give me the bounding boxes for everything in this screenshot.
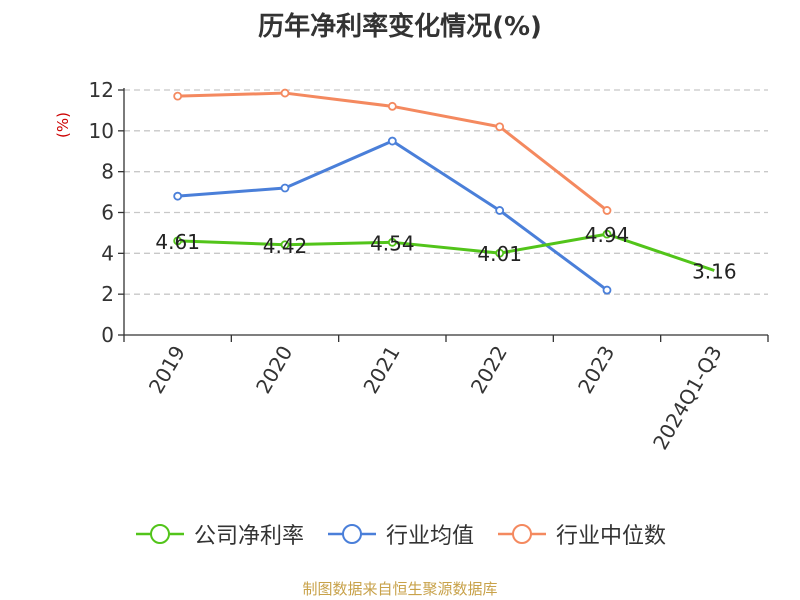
y-tick-label: 6 (101, 201, 114, 225)
y-tick-label: 8 (101, 160, 114, 184)
x-tick-label: 2022 (466, 341, 512, 397)
x-tick-label: 2024Q1-Q3 (648, 342, 727, 454)
series-lines (177, 91, 715, 292)
data-point (387, 101, 397, 111)
data-point (602, 229, 612, 239)
y-tick-label: 12 (89, 78, 114, 102)
legend-circle (149, 524, 170, 544)
grid-lines (124, 89, 768, 295)
data-label: 4.94 (585, 223, 630, 247)
data-point (495, 248, 505, 258)
legend-marker (498, 524, 546, 544)
data-point (387, 237, 397, 247)
y-tick-label: 0 (101, 323, 114, 347)
legend-item-0[interactable]: 公司净利率 (134, 518, 304, 550)
legend-marker (327, 524, 376, 544)
data-point (602, 206, 612, 215)
data-label: 4.01 (477, 242, 522, 266)
x-tick-label: 2021 (358, 342, 404, 398)
y-tick-label: 4 (101, 241, 114, 265)
x-tick-label: 2019 (144, 342, 190, 398)
data-point (280, 88, 290, 98)
legend-label: 行业均值 (385, 524, 474, 549)
source-note: 制图数据来自恒生聚源数据库 (302, 580, 498, 598)
axes: 0 2 4 6 8 10 12 (%) 2019 2020 2021 2022 2023 2024Q1-Q… (54, 78, 769, 454)
legend-circle (512, 524, 532, 544)
legend: 公司净利率 行业均值 行业中位数 (0, 518, 800, 550)
chart-title: 历年净利率变化情况(%) (258, 12, 542, 42)
data-point (495, 122, 505, 132)
legend-item-2[interactable]: 行业中位数 (496, 518, 666, 550)
series-line-1 (177, 139, 608, 292)
data-labels: 4.61 4.42 4.54 4.01 4.94 3.16 (155, 223, 736, 283)
data-point (387, 136, 397, 146)
data-label: 4.54 (370, 231, 415, 255)
data-point (495, 206, 505, 215)
y-axis-label: (%) (54, 112, 72, 138)
data-point (280, 240, 290, 250)
data-point (173, 91, 183, 101)
y-tick-label: 10 (89, 119, 114, 143)
x-tick-label: 2023 (573, 342, 619, 398)
data-label: 3.16 (692, 259, 737, 283)
legend-label: 行业中位数 (556, 524, 667, 549)
data-label: 4.42 (263, 234, 308, 258)
data-point (602, 285, 612, 295)
legend-item-1[interactable]: 行业均值 (326, 518, 474, 550)
data-point (280, 183, 290, 193)
data-point (173, 236, 183, 246)
data-label: 4.61 (155, 230, 200, 254)
legend-marker (135, 524, 184, 544)
series-points (173, 88, 612, 295)
x-tick-label: 2020 (251, 342, 297, 398)
legend-circle (341, 524, 362, 544)
y-tick-label: 2 (101, 282, 114, 306)
legend-label: 公司净利率 (193, 524, 304, 549)
series-line-0 (177, 232, 715, 272)
data-point (173, 191, 183, 201)
